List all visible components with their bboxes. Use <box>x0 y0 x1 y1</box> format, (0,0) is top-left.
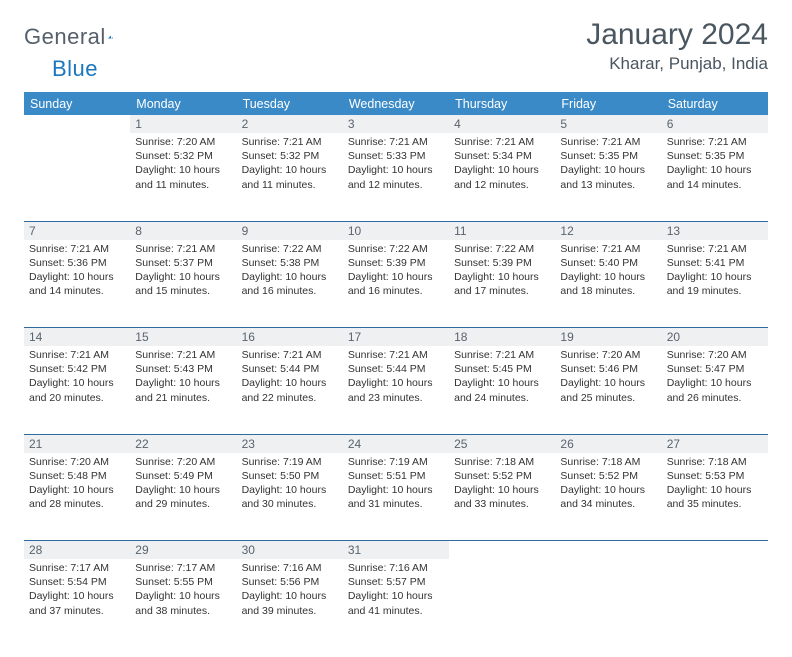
calendar-table: Sunday Monday Tuesday Wednesday Thursday… <box>24 92 768 647</box>
day-number: 12 <box>555 222 661 240</box>
day-number: 24 <box>343 435 449 453</box>
day-number: 28 <box>24 541 130 559</box>
day-cell: Sunrise: 7:21 AMSunset: 5:43 PMDaylight:… <box>130 346 236 409</box>
day-cell: Sunrise: 7:18 AMSunset: 5:52 PMDaylight:… <box>449 453 555 516</box>
day-number <box>24 115 130 119</box>
brand-name-a: General <box>24 24 106 50</box>
calendar-header-row: Sunday Monday Tuesday Wednesday Thursday… <box>24 92 768 115</box>
day-cell: Sunrise: 7:16 AMSunset: 5:57 PMDaylight:… <box>343 559 449 622</box>
day-cell: Sunrise: 7:20 AMSunset: 5:49 PMDaylight:… <box>130 453 236 516</box>
day-number: 18 <box>449 328 555 346</box>
day-cell <box>24 133 130 139</box>
day-number: 11 <box>449 222 555 240</box>
brand-logo: General <box>24 24 136 50</box>
day-number <box>449 541 555 545</box>
day-number: 3 <box>343 115 449 133</box>
day-number: 5 <box>555 115 661 133</box>
calendar-page: General January 2024 Kharar, Punjab, Ind… <box>0 0 792 657</box>
day-number: 7 <box>24 222 130 240</box>
day-number: 8 <box>130 222 236 240</box>
location-subtitle: Kharar, Punjab, India <box>586 54 768 74</box>
day-cell: Sunrise: 7:21 AMSunset: 5:33 PMDaylight:… <box>343 133 449 196</box>
day-number <box>662 541 768 545</box>
day-number <box>555 541 661 545</box>
day-cell: Sunrise: 7:20 AMSunset: 5:47 PMDaylight:… <box>662 346 768 409</box>
day-number: 26 <box>555 435 661 453</box>
day-number: 27 <box>662 435 768 453</box>
day-cell: Sunrise: 7:22 AMSunset: 5:39 PMDaylight:… <box>449 240 555 303</box>
day-number: 29 <box>130 541 236 559</box>
day-number: 13 <box>662 222 768 240</box>
day-number: 25 <box>449 435 555 453</box>
day-cell: Sunrise: 7:21 AMSunset: 5:35 PMDaylight:… <box>555 133 661 196</box>
day-header: Sunday <box>24 92 130 115</box>
day-cell: Sunrise: 7:20 AMSunset: 5:48 PMDaylight:… <box>24 453 130 516</box>
day-cell: Sunrise: 7:21 AMSunset: 5:37 PMDaylight:… <box>130 240 236 303</box>
day-cell: Sunrise: 7:17 AMSunset: 5:54 PMDaylight:… <box>24 559 130 622</box>
day-header: Tuesday <box>237 92 343 115</box>
day-cell: Sunrise: 7:16 AMSunset: 5:56 PMDaylight:… <box>237 559 343 622</box>
day-number: 22 <box>130 435 236 453</box>
calendar-body: 123456Sunrise: 7:20 AMSunset: 5:32 PMDay… <box>24 115 768 647</box>
day-cell: Sunrise: 7:22 AMSunset: 5:39 PMDaylight:… <box>343 240 449 303</box>
day-cell: Sunrise: 7:21 AMSunset: 5:34 PMDaylight:… <box>449 133 555 196</box>
month-title: January 2024 <box>586 18 768 52</box>
day-number: 2 <box>237 115 343 133</box>
day-number: 6 <box>662 115 768 133</box>
day-cell <box>449 559 555 565</box>
day-header: Monday <box>130 92 236 115</box>
day-number: 20 <box>662 328 768 346</box>
day-cell: Sunrise: 7:21 AMSunset: 5:44 PMDaylight:… <box>237 346 343 409</box>
day-number: 1 <box>130 115 236 133</box>
day-cell: Sunrise: 7:21 AMSunset: 5:36 PMDaylight:… <box>24 240 130 303</box>
day-number: 21 <box>24 435 130 453</box>
day-cell: Sunrise: 7:21 AMSunset: 5:45 PMDaylight:… <box>449 346 555 409</box>
brand-name-b: Blue <box>52 56 98 81</box>
day-cell: Sunrise: 7:22 AMSunset: 5:38 PMDaylight:… <box>237 240 343 303</box>
day-cell: Sunrise: 7:20 AMSunset: 5:46 PMDaylight:… <box>555 346 661 409</box>
day-number: 4 <box>449 115 555 133</box>
day-cell: Sunrise: 7:20 AMSunset: 5:32 PMDaylight:… <box>130 133 236 196</box>
day-cell <box>555 559 661 565</box>
day-cell: Sunrise: 7:18 AMSunset: 5:53 PMDaylight:… <box>662 453 768 516</box>
day-number: 9 <box>237 222 343 240</box>
day-cell: Sunrise: 7:17 AMSunset: 5:55 PMDaylight:… <box>130 559 236 622</box>
title-block: January 2024 Kharar, Punjab, India <box>586 18 768 74</box>
day-cell: Sunrise: 7:21 AMSunset: 5:44 PMDaylight:… <box>343 346 449 409</box>
day-cell: Sunrise: 7:21 AMSunset: 5:40 PMDaylight:… <box>555 240 661 303</box>
day-number: 14 <box>24 328 130 346</box>
day-number: 19 <box>555 328 661 346</box>
day-number: 15 <box>130 328 236 346</box>
day-cell: Sunrise: 7:21 AMSunset: 5:42 PMDaylight:… <box>24 346 130 409</box>
day-header: Friday <box>555 92 661 115</box>
day-number: 23 <box>237 435 343 453</box>
day-number: 30 <box>237 541 343 559</box>
day-cell: Sunrise: 7:18 AMSunset: 5:52 PMDaylight:… <box>555 453 661 516</box>
day-header: Wednesday <box>343 92 449 115</box>
day-number: 16 <box>237 328 343 346</box>
day-number: 31 <box>343 541 449 559</box>
day-cell <box>662 559 768 565</box>
brand-triangle-icon <box>108 27 113 47</box>
day-cell: Sunrise: 7:19 AMSunset: 5:50 PMDaylight:… <box>237 453 343 516</box>
day-cell: Sunrise: 7:21 AMSunset: 5:41 PMDaylight:… <box>662 240 768 303</box>
day-number: 10 <box>343 222 449 240</box>
day-number: 17 <box>343 328 449 346</box>
day-cell: Sunrise: 7:19 AMSunset: 5:51 PMDaylight:… <box>343 453 449 516</box>
day-header: Saturday <box>662 92 768 115</box>
day-cell: Sunrise: 7:21 AMSunset: 5:32 PMDaylight:… <box>237 133 343 196</box>
day-cell: Sunrise: 7:21 AMSunset: 5:35 PMDaylight:… <box>662 133 768 196</box>
day-header: Thursday <box>449 92 555 115</box>
